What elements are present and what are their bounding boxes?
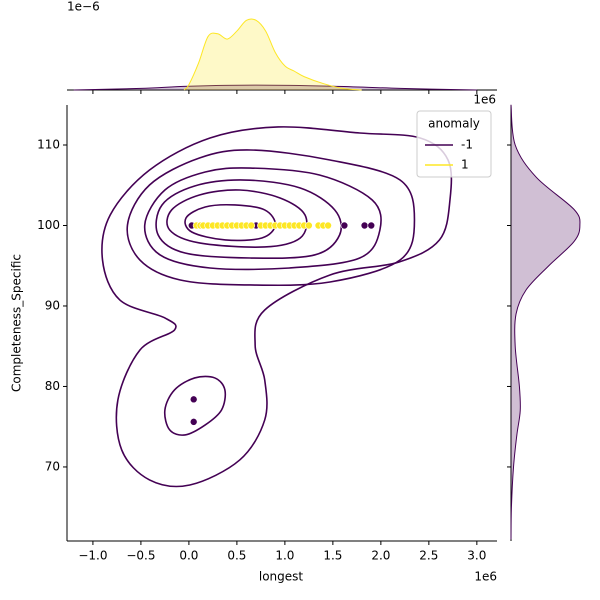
y-tick-label: 80 [45, 379, 60, 393]
y-tick-label: 110 [37, 138, 60, 152]
x-tick-label: 3.0 [467, 549, 486, 563]
scatter-point [189, 418, 198, 426]
kde-contour [184, 203, 277, 242]
top-density [183, 18, 362, 91]
kde-contour [126, 149, 416, 287]
x-tick-label: 0.5 [227, 549, 246, 563]
legend-title: anomaly [428, 117, 480, 131]
kde-contour [101, 126, 453, 488]
x-offset: 1e6 [474, 570, 497, 584]
top-density-fill [184, 19, 362, 91]
legend-label: 1 [461, 158, 469, 172]
kde-contour [143, 167, 382, 271]
x-tick-label: 2.0 [371, 549, 390, 563]
top-density [73, 84, 477, 91]
top-offset: 1e−6 [67, 0, 100, 14]
scatter-point [360, 221, 369, 230]
scatter-point [367, 221, 376, 230]
y-axis-label: Completeness_Specific [10, 254, 24, 392]
scatter-point [324, 221, 332, 230]
kde-contour [163, 375, 227, 436]
legend-box [416, 110, 492, 178]
x-tick-label: −1.0 [78, 549, 107, 563]
legend-label: -1 [461, 138, 473, 152]
scatter-point [305, 221, 313, 230]
scatter-point [189, 395, 198, 404]
x-tick-label: 2.5 [419, 549, 438, 563]
x-tick-label: −0.5 [126, 549, 155, 563]
y-tick-label: 90 [45, 298, 60, 312]
x-axis-label: longest [259, 570, 304, 584]
x-tick-label: 1.0 [275, 549, 294, 563]
right-density [510, 104, 581, 540]
scatter-point [247, 221, 256, 230]
kde-contour [166, 189, 308, 248]
kde-contour [155, 179, 343, 260]
top-density-fill [73, 85, 477, 90]
scatter-point [340, 221, 349, 230]
x-tick-label: 1.5 [323, 549, 342, 563]
y-tick-label: 100 [37, 218, 60, 232]
y-tick-label: 70 [45, 459, 60, 473]
right-density-fill [511, 104, 580, 540]
right-offset: 1e6 [473, 93, 496, 107]
x-tick-label: 0.0 [179, 549, 198, 563]
